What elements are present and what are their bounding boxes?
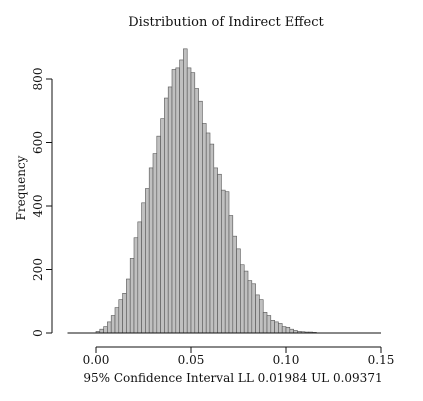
histogram-bar [175,67,180,334]
histogram-bar [103,326,108,334]
histogram-bar [133,237,139,334]
histogram-bar [289,328,294,334]
histogram-bar [126,278,131,334]
histogram-bar [145,188,150,334]
x-tick-label: 0.15 [368,353,395,367]
histogram-bar [171,69,177,334]
histogram-bar [270,319,275,334]
histogram-bar [243,270,249,334]
histogram-bar [179,59,184,334]
histogram-bar [107,321,112,334]
histogram-bar [251,283,256,334]
histogram-bar [274,321,279,334]
histogram-bar [255,294,260,334]
histogram-bar [167,86,173,334]
histogram-bar [285,326,291,334]
histogram-bar [221,189,226,334]
histogram-bar [213,167,218,334]
histogram-bar [217,173,222,334]
histogram-bar [99,328,104,334]
histogram-bar [190,72,196,334]
histogram-bar [278,323,283,334]
histogram-bar [224,191,230,334]
x-axis: 0.00 0.05 0.10 0.15 [83,346,395,367]
histogram-bar [232,235,237,334]
histogram-bar [266,315,272,334]
histogram-bar [281,326,287,334]
y-axis: 0 200 400 600 800 [31,68,53,337]
histogram-bar [122,293,127,334]
y-axis-label: Frequency [14,155,28,220]
histogram-bar [247,280,253,334]
y-tick-label: 0 [31,329,45,337]
x-tick-label: 0.10 [273,353,300,367]
chart-title: Distribution of Indirect Effect [128,15,324,30]
histogram-bar [209,143,215,334]
histogram-bar [228,215,234,334]
histogram-bar [186,67,192,334]
histogram-bar [114,307,120,334]
histogram-bar [110,315,116,334]
x-tick-label: 0.00 [83,353,110,367]
y-tick-label: 400 [31,195,45,218]
histogram-bar [202,123,207,334]
histogram-bar [152,153,158,334]
histogram-bar [236,248,241,334]
histogram-bar [205,132,211,334]
histogram-bar [160,118,165,334]
y-tick-label: 200 [31,258,45,281]
histogram-bar [198,100,203,334]
histogram-bar [259,299,264,334]
histogram-bar [183,48,188,334]
histogram-bar [262,312,268,334]
histogram-bar [164,97,169,334]
histogram-bars [67,48,381,334]
histogram-bar [137,221,142,334]
y-tick-label: 800 [31,68,45,91]
histogram-bar [194,88,199,334]
histogram-bar [156,135,161,334]
x-axis-label: 95% Confidence Interval LL 0.01984 UL 0.… [83,371,382,385]
histogram-bar [141,202,146,334]
histogram-bar [148,167,154,334]
histogram-bar [118,299,123,334]
histogram-bar [240,264,245,334]
x-tick-label: 0.05 [178,353,205,367]
histogram-bar [129,258,135,334]
y-tick-label: 600 [31,131,45,154]
